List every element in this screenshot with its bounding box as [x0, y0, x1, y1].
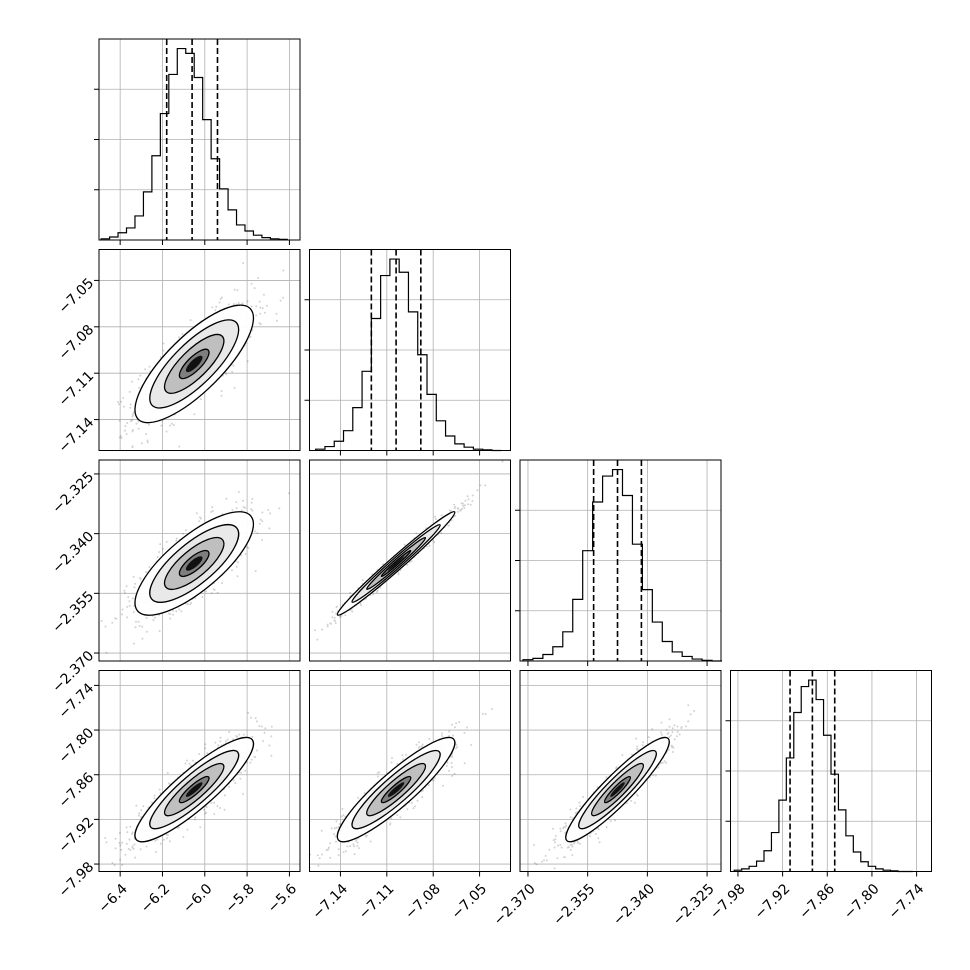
y-tick-label: −7.14 [56, 414, 98, 456]
y-tick-label: −2.355 [49, 588, 97, 636]
x-tick-label: −7.80 [841, 881, 883, 923]
x-tick-label: −7.11 [356, 881, 398, 923]
density-panel-frame [309, 670, 511, 872]
y-tick-label: −7.05 [56, 275, 98, 317]
hist-series-1 [315, 258, 502, 452]
hist-series-0 [100, 47, 288, 240]
density-content [104, 711, 273, 867]
density-panel-0-3 [98, 670, 301, 872]
hist-panel-2 [515, 459, 722, 662]
y-tick-label: −7.08 [56, 322, 98, 364]
x-tick-label: −2.370 [491, 881, 539, 929]
x-tick-label: −7.14 [310, 881, 352, 923]
density-panel-0-1 [98, 249, 301, 451]
density-content [117, 262, 285, 449]
density-panel-frame [519, 670, 722, 872]
x-tick-label: −7.98 [707, 881, 749, 923]
y-tick-label: −7.86 [56, 770, 98, 812]
y-tick-label: −7.11 [56, 368, 98, 410]
hist-panel-frame [730, 670, 932, 872]
density-panel-1-3 [309, 670, 511, 872]
x-tick-label: −2.340 [610, 881, 658, 929]
density-peak [185, 782, 203, 797]
density-content [100, 491, 291, 654]
x-tick-label: −7.92 [752, 881, 794, 923]
hist-panel-frame [519, 459, 722, 662]
density-content [314, 460, 504, 641]
density-panel-frame [309, 459, 511, 662]
hist-panel-frame [309, 249, 511, 451]
density-panel-frame [98, 670, 301, 872]
density-content [309, 708, 494, 868]
x-tick-label: −6.2 [138, 881, 173, 916]
x-tick-label: −7.05 [449, 881, 491, 923]
density-panel-frame [98, 249, 301, 451]
x-tick-label: −6.0 [180, 881, 215, 916]
density-peak [387, 782, 405, 797]
density-peak [610, 782, 625, 797]
y-tick-label: −7.92 [56, 814, 98, 856]
y-tick-label: −7.80 [56, 725, 98, 767]
density-panel-frame [98, 459, 301, 662]
x-tick-label: −6.4 [96, 881, 131, 916]
y-tick-label: −2.325 [49, 469, 97, 517]
hist-panel-frame [98, 38, 301, 241]
density-panel-1-2 [309, 459, 511, 662]
density-peak [387, 556, 405, 571]
y-tick-label: −7.98 [56, 859, 98, 901]
density-content [533, 704, 696, 870]
x-tick-label: −2.355 [550, 881, 598, 929]
y-tick-label: −2.340 [49, 529, 97, 577]
density-panel-2-3 [519, 670, 722, 872]
density-peak [185, 556, 203, 571]
hist-series-3 [733, 679, 913, 873]
hist-panel-1 [304, 249, 511, 452]
density-panel-0-2 [98, 459, 301, 662]
density-peak [185, 355, 203, 373]
hist-panel-0 [94, 38, 301, 241]
x-tick-label: −7.08 [402, 881, 444, 923]
x-tick-label: −5.6 [265, 881, 300, 916]
x-tick-label: −2.325 [670, 881, 718, 929]
x-tick-label: −5.8 [222, 881, 257, 916]
hist-panel-3 [725, 670, 932, 873]
hist-series-2 [522, 468, 722, 662]
x-tick-label: −7.74 [886, 881, 928, 923]
x-tick-label: −7.86 [796, 881, 838, 923]
